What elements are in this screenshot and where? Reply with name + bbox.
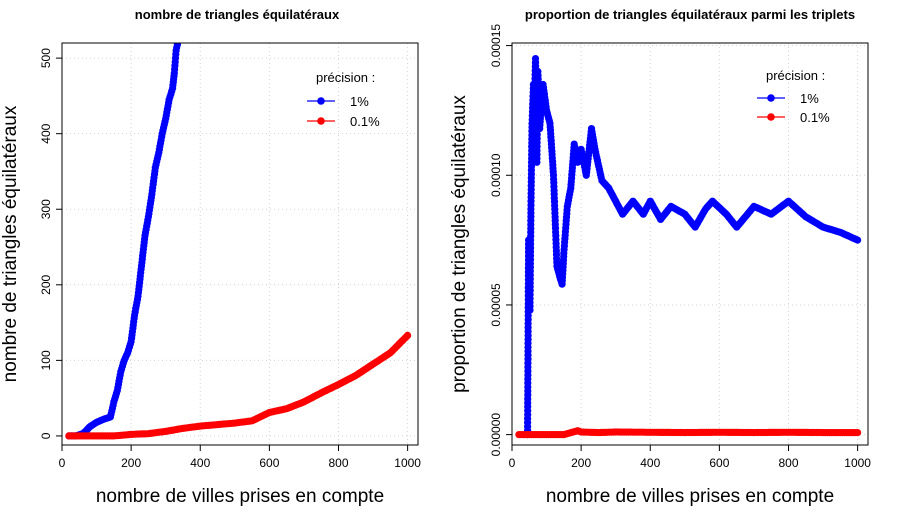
x-tick-label: 400 [640, 456, 660, 470]
right-legend-marker-01pct [767, 113, 775, 121]
left-legend-label-01pct: 0.1% [350, 114, 380, 129]
data-point-01pct [404, 331, 412, 339]
left-chart-y-axis-label: nombre de triangles équilatéraux [0, 105, 21, 382]
right-legend-label-01pct: 0.1% [800, 110, 830, 125]
x-tick-label: 400 [190, 456, 210, 470]
y-tick-label: 0.00005 [489, 283, 503, 327]
x-tick-label: 200 [571, 456, 591, 470]
x-tick-label: 800 [778, 456, 798, 470]
y-tick-label: 0.00000 [489, 413, 503, 457]
right-chart-series [515, 55, 862, 439]
left-chart-legend: précision : 1% 0.1% [307, 70, 380, 129]
x-tick-label: 800 [328, 456, 348, 470]
left-chart-x-axis-label: nombre de villes prises en compte [96, 486, 384, 507]
right-legend-marker-1pct [767, 94, 775, 102]
x-tick-label: 1000 [844, 456, 871, 470]
right-chart-plot-frame [511, 42, 869, 446]
y-tick-label: 500 [39, 48, 53, 68]
data-point-1pct [854, 236, 862, 244]
right-chart-x-axis-label: nombre de villes prises en compte [546, 486, 834, 507]
x-tick-label: 200 [121, 456, 141, 470]
left-chart-series [65, 32, 412, 440]
y-tick-label: 0.00015 [489, 24, 503, 68]
left-legend-marker-01pct [317, 117, 325, 125]
x-tick-label: 1000 [394, 456, 421, 470]
right-chart-title: proportion de triangles équilatéraux par… [525, 7, 855, 22]
right-chart: proportion de triangles équilatéraux par… [449, 7, 871, 507]
left-chart-title: nombre de triangles équilatéraux [135, 7, 340, 22]
y-tick-label: 300 [39, 199, 53, 219]
left-chart-plot-frame [61, 42, 419, 446]
x-tick-label: 600 [709, 456, 729, 470]
x-tick-label: 0 [59, 456, 66, 470]
right-chart-x-axis: 0 200 400 600 800 1000 [509, 445, 871, 470]
y-tick-label: 400 [39, 123, 53, 143]
right-chart-legend: précision : 1% 0.1% [757, 68, 830, 125]
x-tick-label: 600 [259, 456, 279, 470]
right-chart-y-axis-label: proportion de triangles équilatéraux [449, 95, 470, 393]
data-point-1pct [175, 35, 182, 42]
y-tick-label: 200 [39, 274, 53, 294]
left-legend-label-1pct: 1% [350, 94, 369, 109]
y-tick-label: 0 [39, 432, 53, 439]
data-point-1pct [174, 43, 182, 46]
right-legend-label-1pct: 1% [800, 91, 819, 106]
y-tick-label: 0.00010 [489, 153, 503, 197]
left-chart-y-axis: 0 100 200 300 400 500 [39, 48, 62, 439]
y-tick-label: 100 [39, 350, 53, 370]
data-point-01pct [854, 429, 862, 437]
right-legend-title: précision : [766, 68, 825, 83]
left-legend-title: précision : [316, 70, 375, 85]
left-legend-marker-1pct [317, 97, 325, 105]
left-chart-x-axis: 0 200 400 600 800 1000 [59, 445, 421, 470]
right-chart-y-axis: 0.00000 0.00005 0.00010 0.00015 [489, 24, 512, 457]
data-point-1pct [176, 32, 183, 39]
left-chart: nombre de triangles équilatéraux 0 200 400… [0, 7, 421, 507]
x-tick-label: 0 [509, 456, 516, 470]
series-line-1pct [68, 43, 179, 437]
